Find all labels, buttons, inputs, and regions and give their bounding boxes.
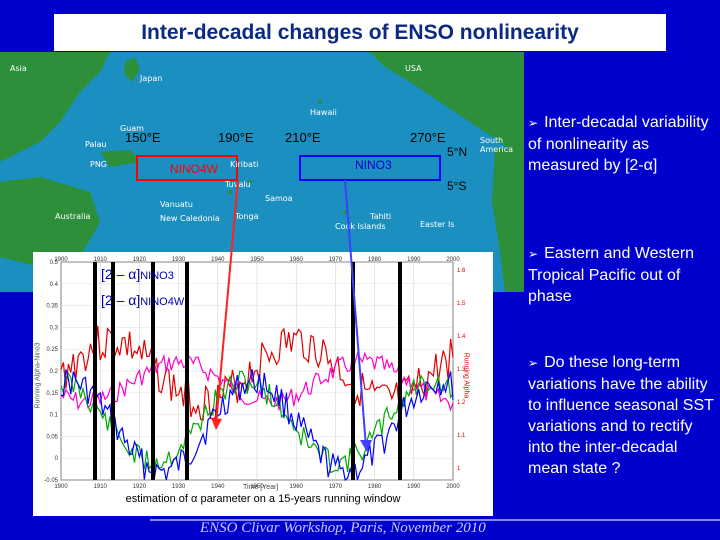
alpha-chart-panel: 1900 1900 1910 1910 1920 1920 1930 1930 1940 1940… [33,252,493,516]
x-tick-label: 1930 [172,484,186,490]
arrow-bullet-icon: ➢ [528,356,539,370]
series-red-line [60,325,454,421]
bullet-3: ➢ Do these long-term variations have the … [528,354,714,477]
lon-label-190e: 190°E [218,130,254,145]
series-blue-line [60,369,454,482]
y-tick-right-label: 1.3 [457,367,466,373]
y-tick-left-label: 0.35 [46,304,58,310]
region-label-nino4w: NINO4W [170,162,218,176]
x-tick-label: 1900 [54,484,68,490]
period-marker-bar [93,262,97,480]
lon-label-270e: 270°E [410,130,446,145]
x-tick-top-label: 1940 [211,257,225,263]
map-label-usa: USA [405,64,422,73]
x-tick-top-label: 1980 [368,257,382,263]
chart-caption: estimation of α parameter on a 15-years … [125,493,401,505]
map-label-new-caledonia: New Caledonia [160,214,220,223]
x-tick-label: 1910 [94,484,108,490]
y-tick-left-label: 0.2 [50,369,59,375]
footer-text: ENSO Clivar Workshop, Paris, November 20… [200,520,486,536]
map-label-easter-is: Easter Is [420,220,455,229]
x-tick-label: 1960 [290,484,304,490]
map-label-png: PNG [90,160,108,169]
x-tick-top-label: 1920 [133,257,147,263]
x-tick-label: 1990 [407,484,421,490]
bullet-2: ➢ Eastern and Western Tropical Pacific ou… [528,245,695,305]
map-label-vanuatu: Vanuatu [160,200,194,209]
nino4w-arrowhead [211,418,222,430]
x-tick-top-label: 1990 [407,257,421,263]
y-tick-right-label: 1.6 [457,268,466,274]
legend-nino4w: [2 – α]NINO4W [101,292,185,308]
y-tick-left-label: 0 [55,456,59,462]
map-label-kiribati: Kiribati [230,160,259,169]
period-marker-bar [398,262,402,480]
map-label-japan: Japan [140,74,163,83]
x-tick-top-label: 1930 [172,257,186,263]
nino3-arrowhead [360,440,372,452]
map-label-guam: Guam [120,124,144,133]
x-tick-label: 1970 [329,484,343,490]
x-tick-label: 2000 [446,484,460,490]
nino3-arrow [344,179,367,448]
map-label-australia: Australia [55,212,91,221]
y-tick-left-label: 0.3 [50,325,59,331]
y-tick-left-label: 0.05 [46,434,58,440]
y-tick-right-label: 1.2 [457,400,466,406]
map-label-asia: Asia [10,64,27,73]
x-tick-top-label: 1900 [54,257,68,263]
map-label-tahiti: Tahiti [370,212,392,221]
legend-nino3: [2 – α]NINO3 [101,266,174,282]
x-tick-top-label: 1960 [290,257,304,263]
lon-label-210e: 210°E [285,130,321,145]
lat-label-5n: 5°N [447,145,468,159]
map-label-samoa: Samoa [265,194,293,203]
y-tick-left-label: 0.25 [46,347,58,353]
lon-label-150e: 150°E [125,130,161,145]
y-tick-left-label: 0.5 [50,260,59,266]
period-marker-bar [185,262,189,480]
period-marker-bar [111,262,115,480]
x-axis-label: Time [Year] [243,484,279,491]
y-tick-right-label: 1 [457,466,461,472]
y-tick-right-label: 1.4 [457,334,466,340]
series-green-line [60,370,454,474]
y-tick-left-label: 0.15 [46,391,58,397]
x-tick-label: 1920 [133,484,147,490]
nino3-box [299,155,441,181]
nino4w-arrow [215,179,239,426]
x-tick-top-label: 2000 [446,257,460,263]
bullet-1: ➢ Inter-decadal variability of nonlineari… [528,114,709,174]
footer-rule [150,519,720,521]
slide-title: Inter-decadal changes of ENSO nonlineari… [141,20,579,44]
nino4w-box [136,155,238,181]
series-pink-line [60,351,454,412]
map-label-tonga: Tonga [235,212,259,221]
x-tick-label: 1940 [211,484,225,490]
map-label-south-america: South America [480,136,513,154]
y-tick-left-label: -0.05 [44,478,58,484]
arrow-bullet-icon: ➢ [528,247,539,261]
x-tick-top-label: 1910 [94,257,108,263]
y-tick-left-label: 0.1 [50,413,59,419]
period-marker-bar [351,262,355,480]
y-tick-right-label: 1.5 [457,301,466,307]
title-box: Inter-decadal changes of ENSO nonlineari… [54,14,666,51]
y-tick-left-label: 0.4 [50,282,59,288]
x-tick-top-label: 1970 [329,257,343,263]
period-marker-bar [151,262,155,480]
map-label-hawaii: Hawaii [310,108,337,117]
x-tick-label: 1950 [250,484,264,490]
map-label-cook-islands: Cook Islands [335,222,386,231]
arrow-bullet-icon: ➢ [528,116,539,130]
map-label-palau: Palau [85,140,107,149]
region-label-nino3: NINO3 [355,158,392,172]
lat-label-5s: 5°S [447,179,467,193]
alpha-timeseries-chart: 1900 1900 1910 1910 1920 1920 1930 1930 1940 1940… [44,257,466,490]
x-tick-label: 1980 [368,484,382,490]
x-tick-top-label: 1950 [250,257,264,263]
y-tick-right-label: 1.1 [457,433,466,439]
